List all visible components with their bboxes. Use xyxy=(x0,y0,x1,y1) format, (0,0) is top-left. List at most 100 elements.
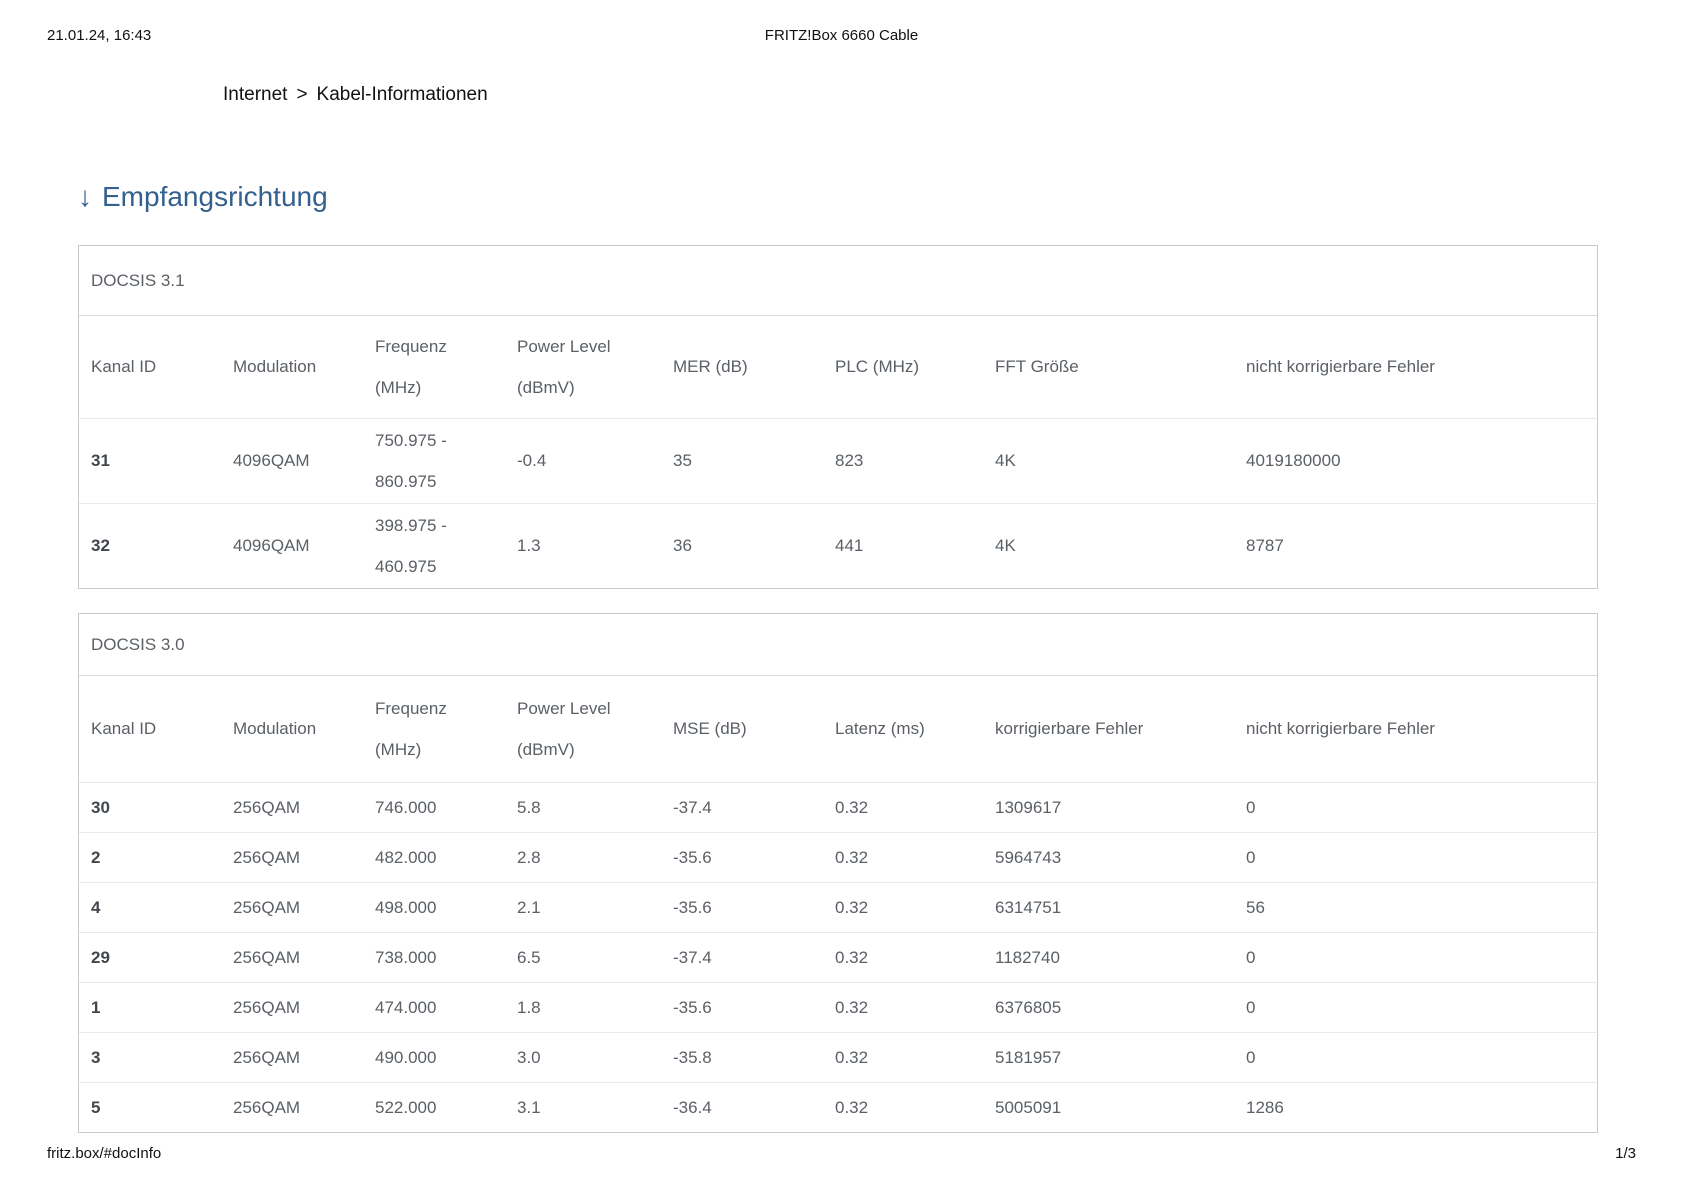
print-date: 21.01.24, 16:43 xyxy=(47,27,152,44)
channel-id-cell: 2 xyxy=(79,831,221,882)
column-header: Modulation xyxy=(233,719,317,739)
column-header: Power Level (dBmV) xyxy=(517,698,611,759)
column-header: MSE (dB) xyxy=(673,719,747,739)
column-header: Kanal ID xyxy=(91,719,157,739)
cell: 35 xyxy=(661,417,823,503)
cell: 56 xyxy=(1234,881,1599,932)
cell: 0.32 xyxy=(823,981,983,1032)
cell: 5005091 xyxy=(983,1081,1234,1132)
cell: 0.32 xyxy=(823,1081,983,1132)
cell: 750.975 - 860.975 xyxy=(363,417,505,503)
cell: 0.32 xyxy=(823,931,983,982)
cell: 0 xyxy=(1234,1031,1599,1082)
channel-id-cell: 1 xyxy=(79,981,221,1032)
column-header: korrigierbare Fehler xyxy=(995,719,1144,739)
table-caption: DOCSIS 3.0 xyxy=(79,614,1597,676)
cell: 2.1 xyxy=(505,881,661,932)
cell: 4K xyxy=(983,417,1234,503)
channel-id-cell: 3 xyxy=(79,1031,221,1082)
cell: 256QAM xyxy=(221,1081,363,1132)
cell: -37.4 xyxy=(661,781,823,832)
table-row: 30 256QAM 746.000 5.8 -37.4 0.32 1309617 0 xyxy=(79,781,1599,832)
table-row: 4 256QAM 498.000 2.1 -35.6 0.32 6314751 56 xyxy=(79,881,1599,932)
column-header: Latenz (ms) xyxy=(835,719,925,739)
cell: 6314751 xyxy=(983,881,1234,932)
print-title: FRITZ!Box 6660 Cable xyxy=(764,27,919,44)
cell: -35.6 xyxy=(661,881,823,932)
cell: 256QAM xyxy=(221,781,363,832)
channel-id-cell: 29 xyxy=(79,931,221,982)
footer-page-number: 1/3 xyxy=(1615,1145,1636,1162)
cell: 256QAM xyxy=(221,931,363,982)
docsis-31-table: DOCSIS 3.1 Kanal ID Modulation Frequenz (MH… xyxy=(78,245,1599,589)
cell: 1.8 xyxy=(505,981,661,1032)
table-row: 31 4096QAM 750.975 - 860.975 -0.4 35 823 4K 401… xyxy=(79,417,1599,503)
table-row: 3 256QAM 490.000 3.0 -35.8 0.32 5181957 0 xyxy=(79,1031,1599,1082)
cell: 256QAM xyxy=(221,831,363,882)
cell: 482.000 xyxy=(363,831,505,882)
channel-id-cell: 32 xyxy=(79,502,221,588)
cell: 0.32 xyxy=(823,881,983,932)
column-header: Modulation xyxy=(233,357,317,377)
column-header: Power Level (dBmV) xyxy=(517,336,611,397)
table-row: 32 4096QAM 398.975 - 460.975 1.3 36 441 4K 8787 xyxy=(79,502,1599,588)
down-arrow-icon: ↓ xyxy=(78,181,92,212)
column-header: FFT Größe xyxy=(995,357,1079,377)
cell: 1.3 xyxy=(505,502,661,588)
cell: 5181957 xyxy=(983,1031,1234,1082)
cell: -37.4 xyxy=(661,931,823,982)
cell: -35.6 xyxy=(661,831,823,882)
cell: 474.000 xyxy=(363,981,505,1032)
header-row: Kanal ID Modulation Frequenz (MHz) Power Le… xyxy=(79,676,1599,782)
cell: 4096QAM xyxy=(221,502,363,588)
column-header: Frequenz (MHz) xyxy=(375,336,447,397)
cell: 522.000 xyxy=(363,1081,505,1132)
cell: 0.32 xyxy=(823,1031,983,1082)
section-heading-label: Empfangsrichtung xyxy=(102,181,328,212)
footer-url: fritz.box/#docInfo xyxy=(47,1145,162,1162)
cell: 0.32 xyxy=(823,781,983,832)
table-caption: DOCSIS 3.1 xyxy=(79,246,1597,316)
column-header: Kanal ID xyxy=(91,357,157,377)
cell: -35.8 xyxy=(661,1031,823,1082)
column-header: nicht korrigierbare Fehler xyxy=(1246,719,1435,739)
cell: 746.000 xyxy=(363,781,505,832)
table-row: 2 256QAM 482.000 2.8 -35.6 0.32 5964743 0 xyxy=(79,831,1599,882)
cell: 6.5 xyxy=(505,931,661,982)
cell: 0 xyxy=(1234,781,1599,832)
cell: 2.8 xyxy=(505,831,661,882)
cell: 1286 xyxy=(1234,1081,1599,1132)
cell: -35.6 xyxy=(661,981,823,1032)
cell: 0 xyxy=(1234,981,1599,1032)
cell: 6376805 xyxy=(983,981,1234,1032)
cell: 498.000 xyxy=(363,881,505,932)
channel-id-cell: 5 xyxy=(79,1081,221,1132)
cell: 4019180000 xyxy=(1234,417,1599,503)
table-row: 29 256QAM 738.000 6.5 -37.4 0.32 1182740 0 xyxy=(79,931,1599,982)
cell: 3.0 xyxy=(505,1031,661,1082)
cell: 4096QAM xyxy=(221,417,363,503)
docsis-30-table: DOCSIS 3.0 Kanal ID Modulation Frequenz (MH… xyxy=(78,613,1599,1133)
cell: 0 xyxy=(1234,831,1599,882)
breadcrumb-separator: > xyxy=(296,84,308,105)
section-heading-empfangsrichtung: ↓ Empfangsrichtung xyxy=(78,180,328,214)
cell: 4K xyxy=(983,502,1234,588)
cell: 256QAM xyxy=(221,1031,363,1082)
cell: 1309617 xyxy=(983,781,1234,832)
cell: 490.000 xyxy=(363,1031,505,1082)
table-row: 5 256QAM 522.000 3.1 -36.4 0.32 5005091 1286 xyxy=(79,1081,1599,1132)
cell: 3.1 xyxy=(505,1081,661,1132)
column-header: nicht korrigierbare Fehler xyxy=(1246,357,1435,377)
cell: 0 xyxy=(1234,931,1599,982)
cell: 738.000 xyxy=(363,931,505,982)
channel-id-cell: 31 xyxy=(79,417,221,503)
channel-id-cell: 4 xyxy=(79,881,221,932)
header-row: Kanal ID Modulation Frequenz (MHz) Power Le… xyxy=(79,316,1599,418)
column-header: PLC (MHz) xyxy=(835,357,920,377)
cell: 398.975 - 460.975 xyxy=(363,502,505,588)
table-row: 1 256QAM 474.000 1.8 -35.6 0.32 6376805 0 xyxy=(79,981,1599,1032)
cell: 0.32 xyxy=(823,831,983,882)
cell: -0.4 xyxy=(505,417,661,503)
cell: 5.8 xyxy=(505,781,661,832)
breadcrumb-item-kabel-informationen: Kabel-Informationen xyxy=(316,84,488,105)
